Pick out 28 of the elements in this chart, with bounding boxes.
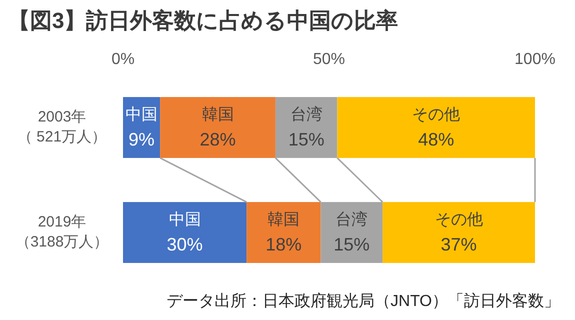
data-label: 9% <box>128 130 155 150</box>
series-label: 韓国 <box>268 210 300 229</box>
bar <box>123 202 247 263</box>
data-label: 15% <box>334 234 370 255</box>
x-tick-label: 100% <box>514 51 556 68</box>
series-label: 中国 <box>126 106 158 124</box>
data-label: 28% <box>200 130 236 150</box>
text: データ出所：日本政府観光局（JNTO）「訪日外客数」 <box>166 292 560 310</box>
y-tick-label: 2019年（3188万人） <box>15 213 109 250</box>
series-label: 台湾 <box>336 210 368 229</box>
x-tick-label: 0% <box>111 51 135 68</box>
text: 中国 <box>168 212 201 229</box>
chart-title: 【図3】訪日外客数に占める中国の比率 <box>8 8 398 33</box>
text: その他 <box>412 106 460 124</box>
bar <box>246 202 321 263</box>
y-tick-label: 2003年（ 521万人） <box>17 108 107 146</box>
bar <box>337 97 535 158</box>
bar <box>382 202 535 263</box>
data-label: 15% <box>288 130 324 150</box>
text: 韓国 <box>202 106 234 124</box>
text: 台湾 <box>290 106 322 124</box>
series-label: その他 <box>434 212 483 229</box>
x-tick-label: 50% <box>312 51 346 68</box>
data-label: 18% <box>266 234 302 255</box>
data-label: 37% <box>440 234 477 255</box>
bar <box>160 97 276 158</box>
data-label: 48% <box>418 130 454 150</box>
data-label: 30% <box>166 234 203 255</box>
